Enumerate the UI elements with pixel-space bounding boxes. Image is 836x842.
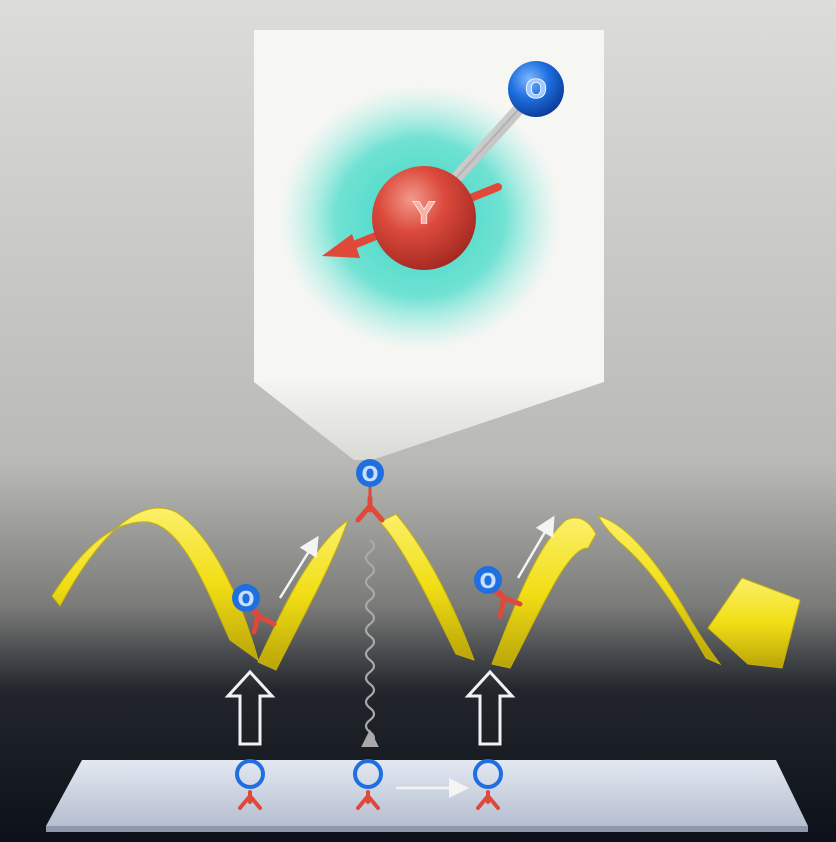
molecule-right-o-label: O [479,569,496,593]
molecule-top-o-label: O [361,462,378,486]
molecule-left: O [232,584,277,635]
inset-panel: O Y [254,30,604,382]
excitation-arrow-left [224,669,276,746]
molecule-base-2-oxygen [353,759,383,789]
ribbon-segment-left [51,507,259,662]
molecule-top: O [355,459,385,523]
molecule-base-3-oxygen [473,759,503,789]
molecule-base-3: O [473,759,503,810]
molecule-base-3-y [476,790,500,810]
ribbon-segment-mid-left [257,518,350,671]
motion-arrow-left [278,535,319,599]
zoom-beam [254,382,604,460]
ribbon-segment-far-right [596,515,722,666]
inset-oxygen-label: O [525,75,547,105]
inset-yttrium-label: Y [412,197,436,232]
molecule-base-2-o-label: O [368,774,369,776]
inset-oxygen-atom [508,61,564,117]
molecule-right-oxygen [474,566,502,594]
molecule-right-y [493,589,523,619]
potential-wave-ribbon [51,507,801,671]
emission-wavy-line [361,539,379,747]
molecule-base-1-o-label: O [250,774,251,776]
inset-yttrium-atom [372,166,476,270]
molecule-base-2-y [356,790,380,810]
base-plate [46,760,808,832]
molecule-base-3-o-label: O [488,774,489,776]
ribbon-segment-mid-right [379,513,475,661]
motion-arrow-right [516,515,555,579]
molecule-right: O [474,566,523,619]
excitation-arrow-right [464,669,516,746]
molecule-base-1-oxygen [235,759,265,789]
ribbon-end-block [707,577,801,669]
inset-arrowhead [322,234,360,258]
molecule-left-o-label: O [237,587,254,611]
molecule-left-oxygen [232,584,260,612]
ribbon-segment-right [491,517,597,669]
molecule-top-oxygen [356,459,384,487]
molecule-base-1: O [235,759,265,810]
molecule-base-2: O [353,759,383,810]
molecule-top-y [355,495,385,523]
molecule-base-1-y [238,790,262,810]
